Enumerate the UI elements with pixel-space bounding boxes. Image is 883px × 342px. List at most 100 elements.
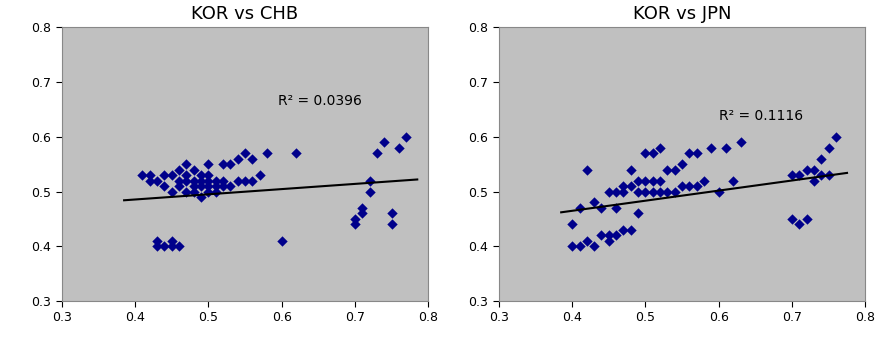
Point [800,167,814,172]
Point [690,150,704,156]
Point [594,233,608,238]
Point [631,211,645,216]
Point [172,183,186,189]
Point [719,145,733,150]
Point [572,205,586,211]
Point [208,178,223,183]
Point [216,178,230,183]
Point [623,167,638,172]
Point [572,244,586,249]
Point [165,244,179,249]
Point [814,172,828,178]
Point [675,161,690,167]
Point [705,145,719,150]
Point [792,222,806,227]
Point [785,216,799,222]
Point [616,189,630,194]
Point [179,172,193,178]
Text: R² = 0.0396: R² = 0.0396 [278,94,362,108]
Point [194,172,208,178]
Point [623,227,638,233]
Point [829,134,843,140]
Point [668,189,682,194]
Point [238,178,253,183]
Point [392,145,406,150]
Point [377,140,391,145]
Point [253,172,267,178]
Point [683,150,697,156]
Point [638,178,653,183]
Point [143,178,157,183]
Point [370,150,384,156]
Point [653,178,668,183]
Point [275,238,289,244]
Point [638,189,653,194]
Point [186,183,200,189]
Point [727,178,741,183]
Point [631,189,645,194]
Point [363,178,377,183]
Point [201,178,215,183]
Point [223,161,238,167]
Point [172,244,186,249]
Point [631,178,645,183]
Point [201,183,215,189]
Point [165,238,179,244]
Point [616,183,630,189]
Point [172,167,186,172]
Point [385,222,399,227]
Point [580,238,594,244]
Point [245,178,260,183]
Point [616,227,630,233]
Point [587,200,601,205]
Point [594,205,608,211]
Point [230,178,245,183]
Point [165,172,179,178]
Point [172,178,186,183]
Point [602,238,616,244]
Point [675,183,690,189]
Point [565,222,579,227]
Point [645,178,660,183]
Point [150,178,164,183]
Point [179,161,193,167]
Point [194,194,208,200]
Point [179,189,193,194]
Point [712,189,726,194]
Point [623,183,638,189]
Point [150,238,164,244]
Point [690,183,704,189]
Text: R² = 0.1116: R² = 0.1116 [719,109,803,123]
Point [355,205,369,211]
Point [807,167,821,172]
Title: KOR vs JPN: KOR vs JPN [633,5,731,23]
Point [186,189,200,194]
Point [653,189,668,194]
Point [157,183,171,189]
Point [194,178,208,183]
Point [201,189,215,194]
Point [653,145,668,150]
Point [800,216,814,222]
Point [216,161,230,167]
Point [602,233,616,238]
Point [186,167,200,172]
Point [150,244,164,249]
Point [399,134,413,140]
Point [363,189,377,194]
Point [660,189,675,194]
Point [165,189,179,194]
Point [194,183,208,189]
Point [822,145,836,150]
Point [822,172,836,178]
Point [143,172,157,178]
Point [223,183,238,189]
Point [668,167,682,172]
Point [587,244,601,249]
Point [208,189,223,194]
Point [660,167,675,172]
Title: KOR vs CHB: KOR vs CHB [192,5,298,23]
Point [792,172,806,178]
Point [201,161,215,167]
Point [186,178,200,183]
